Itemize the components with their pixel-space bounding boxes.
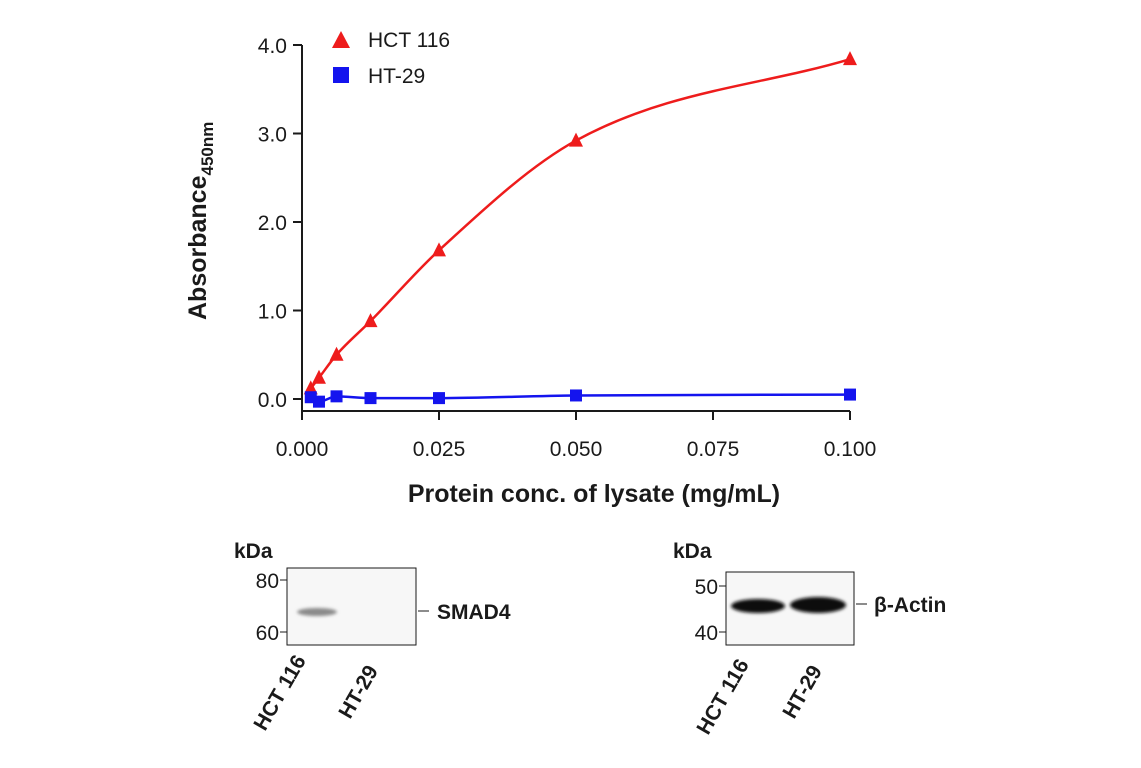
mw-marker-80: 80 [256, 570, 279, 593]
x-tick-label: 0.025 [413, 438, 466, 461]
point-ht29 [844, 388, 856, 401]
band-hct116-actin [731, 599, 785, 613]
point-hct116 [569, 132, 583, 147]
legend-label-ht29: HT-29 [368, 65, 425, 88]
mw-marker-40: 40 [695, 622, 718, 645]
x-tick-label: 0.050 [550, 438, 603, 461]
point-hct116 [363, 313, 378, 328]
y-tick-label: 1.0 [258, 301, 287, 324]
point-hct116 [432, 242, 446, 257]
target-label: SMAD4 [437, 601, 511, 624]
band-hct116-smad4 [297, 608, 337, 616]
kda-label: kDa [673, 540, 712, 563]
point-ht29 [312, 395, 325, 408]
lane-label-ht29: HT-29 [334, 661, 383, 722]
x-ticks: 0.000 0.025 0.050 0.075 0.100 [276, 411, 877, 461]
point-ht29 [570, 389, 582, 402]
y-axis-label-subscript: 450nm [198, 122, 217, 176]
lane-label-hct116: HCT 116 [249, 651, 310, 734]
fit-curves [309, 57, 851, 403]
y-tick-label: 4.0 [258, 35, 287, 58]
mw-marker-50: 50 [695, 576, 718, 599]
y-tick-label: 3.0 [258, 124, 287, 147]
y-tick-label: 2.0 [258, 212, 287, 235]
western-blot-smad4: kDa 80 60 SMAD4 HCT 116 HT-29 [234, 540, 511, 735]
legend-label-hct116: HCT 116 [368, 29, 450, 52]
x-tick-label: 0.000 [276, 438, 329, 461]
point-ht29 [364, 392, 377, 405]
western-blot-actin: kDa 50 40 β-Actin HCT 116 HT-29 [673, 540, 946, 739]
point-hct116 [329, 346, 344, 361]
lane-label-hct116: HCT 116 [692, 655, 753, 738]
band-ht29-actin [790, 597, 846, 613]
data-markers [303, 51, 857, 408]
x-tick-label: 0.075 [687, 438, 740, 461]
point-hct116 [311, 369, 326, 384]
x-axis-label: Protein conc. of lysate (mg/mL) [408, 480, 780, 508]
point-hct116 [303, 380, 318, 395]
y-tick-label: 0.0 [258, 389, 287, 412]
legend-marker-ht29 [333, 67, 349, 83]
elisa-chart: 0.0 1.0 2.0 3.0 4.0 0.000 0.025 0.050 0.075 0.10… [184, 29, 876, 508]
curve-hct116 [309, 57, 851, 390]
point-hct116 [843, 51, 857, 66]
kda-label: kDa [234, 540, 273, 563]
point-ht29 [330, 390, 343, 403]
legend-marker-hct116 [332, 31, 350, 48]
blot-membrane [286, 567, 417, 646]
target-label: β-Actin [874, 594, 946, 617]
x-tick-label: 0.100 [824, 438, 877, 461]
mw-marker-60: 60 [256, 622, 279, 645]
y-axis-label: Absorbance450nm [184, 122, 217, 320]
y-ticks: 0.0 1.0 2.0 3.0 4.0 [258, 35, 302, 412]
legend: HCT 116 HT-29 [332, 29, 450, 88]
point-ht29 [433, 392, 445, 405]
y-axis-label-main: Absorbance [184, 175, 212, 320]
lane-label-ht29: HT-29 [778, 661, 827, 722]
